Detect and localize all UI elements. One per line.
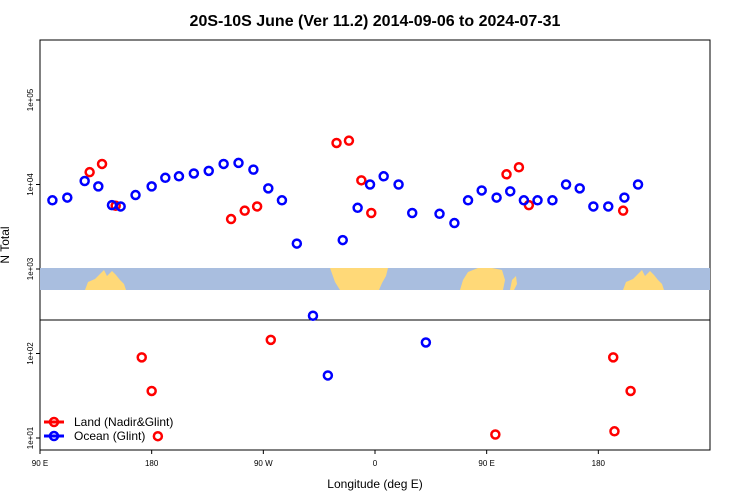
land-data-point xyxy=(136,352,147,363)
y-tick-label: 1e+05 xyxy=(26,88,35,111)
ocean-data-point xyxy=(47,195,58,206)
land-data-point xyxy=(356,175,367,186)
x-tick-label: 90 E xyxy=(32,459,48,468)
y-axis: 1e+01 1e+02 1e+03 1e+04 1e+05 xyxy=(26,88,40,449)
land-data-point xyxy=(343,135,355,146)
x-axis: 90 E 180 90 W 0 90 E 180 xyxy=(32,450,606,468)
land-data-point xyxy=(239,205,250,216)
ocean-data-point xyxy=(420,337,432,348)
ocean-data-point xyxy=(322,370,334,381)
ocean-data-point xyxy=(603,201,614,212)
legend-land-label: Land (Nadir&Glint) xyxy=(74,415,173,429)
land-data-point xyxy=(607,352,619,363)
ocean-data-point xyxy=(491,192,502,203)
y-tick-label: 1e+01 xyxy=(26,426,35,449)
ocean-data-point xyxy=(218,158,229,170)
land-data-point xyxy=(265,334,277,346)
ocean-data-point xyxy=(449,217,460,229)
ocean-data-point xyxy=(352,202,363,214)
legend-ocean-marker xyxy=(48,430,60,442)
ocean-data-point xyxy=(393,179,404,190)
ocean-data-point xyxy=(406,207,418,219)
ocean-data-point xyxy=(263,183,274,194)
ocean-data-point xyxy=(115,201,126,212)
land-data-point xyxy=(501,169,512,180)
ocean-data-point xyxy=(476,185,487,196)
ocean-data-point xyxy=(560,179,572,190)
ocean-data-point xyxy=(93,181,104,192)
land-data-point xyxy=(366,207,377,219)
ocean-data-point xyxy=(337,234,348,246)
land-data-point xyxy=(490,429,501,440)
data-points xyxy=(47,135,644,442)
ocean-data-point xyxy=(160,172,171,184)
x-tick-label: 90 E xyxy=(478,459,494,468)
land-data-point xyxy=(225,213,237,225)
y-tick-label: 1e+02 xyxy=(26,342,35,365)
ocean-data-point xyxy=(62,192,73,203)
ocean-data-point xyxy=(291,238,303,249)
ocean-data-point xyxy=(378,171,389,182)
ocean-data-point xyxy=(619,192,630,203)
ocean-data-point xyxy=(504,186,516,197)
ocean-data-point xyxy=(130,189,141,201)
land-data-point xyxy=(146,385,157,397)
ocean-data-point xyxy=(462,195,474,206)
x-tick-label: 180 xyxy=(145,459,159,468)
land-ocean-mask xyxy=(40,268,710,290)
land-data-point xyxy=(152,430,164,442)
land-data-point xyxy=(84,166,95,178)
legend: Land (Nadir&Glint) Ocean (Glint) xyxy=(44,415,173,443)
ocean-data-point xyxy=(632,179,644,190)
ocean-data-point xyxy=(79,175,90,187)
x-tick-label: 90 W xyxy=(254,459,273,468)
ocean-data-point xyxy=(188,168,200,179)
ocean-data-point xyxy=(588,201,599,212)
y-tick-label: 1e+04 xyxy=(26,173,35,196)
land-data-point xyxy=(251,201,263,212)
legend-land-marker xyxy=(48,416,60,428)
land-data-point xyxy=(96,158,108,170)
ocean-data-point xyxy=(276,195,288,206)
land-mask-australia-2 xyxy=(623,270,664,290)
ocean-data-point xyxy=(173,171,185,182)
ocean-data-point xyxy=(146,181,157,192)
land-mask-africa xyxy=(460,268,505,290)
land-data-point xyxy=(617,205,629,216)
ocean-data-point xyxy=(248,164,259,175)
land-data-point xyxy=(331,137,342,149)
land-mask-madagascar xyxy=(510,276,517,290)
legend-ocean-label: Ocean (Glint) xyxy=(74,429,145,443)
ocean-data-point xyxy=(574,183,585,194)
x-axis-label: Longitude (deg E) xyxy=(327,477,422,491)
chart-title: 20S-10S June (Ver 11.2) 2014-09-06 to 20… xyxy=(190,13,561,30)
land-data-point xyxy=(625,385,636,397)
land-mask-south-america xyxy=(330,268,388,290)
x-tick-label: 180 xyxy=(592,459,606,468)
ocean-data-point xyxy=(434,208,445,220)
ocean-data-point xyxy=(518,195,530,206)
ocean-data-point xyxy=(532,195,543,206)
ocean-data-point xyxy=(547,195,558,206)
land-mask-australia-1 xyxy=(85,270,126,290)
land-data-point xyxy=(609,426,620,437)
ocean-data-point xyxy=(364,179,376,190)
ocean-data-point xyxy=(233,157,244,169)
land-data-point xyxy=(513,162,525,173)
y-axis-label: N Total xyxy=(0,226,12,263)
ocean-data-point xyxy=(307,310,319,321)
ocean-data-point xyxy=(203,165,214,177)
x-tick-label: 0 xyxy=(373,459,378,468)
y-tick-label: 1e+03 xyxy=(26,257,35,280)
